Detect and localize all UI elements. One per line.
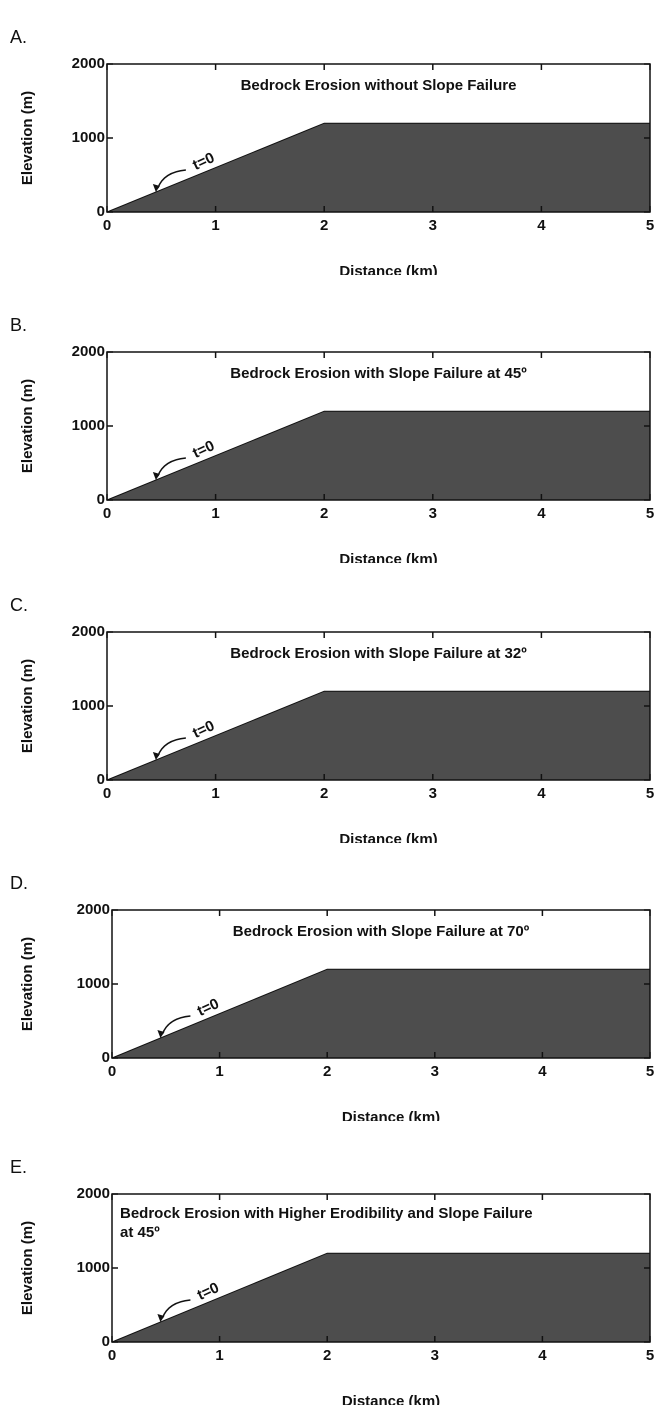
panel: D. 0 1 2 3 4 5 0 1000 2000 Distance (km) Elevation …	[10, 873, 654, 1121]
x-tick-label: 4	[537, 785, 546, 802]
x-axis-label: Distance (km)	[339, 263, 437, 275]
y-tick-label: 1000	[72, 129, 105, 146]
x-tick-label: 5	[646, 217, 654, 234]
chart-title: Bedrock Erosion with Slope Failure at 45…	[147, 364, 610, 383]
y-axis-label: Elevation (m)	[19, 937, 36, 1031]
y-tick-label: 2000	[77, 901, 110, 918]
x-tick-label: 3	[429, 505, 437, 522]
chart-title: Bedrock Erosion with Slope Failure at 32…	[147, 644, 610, 663]
x-axis-label: Distance (km)	[339, 831, 437, 843]
x-tick-label: 5	[646, 1063, 654, 1080]
x-tick-label: 4	[537, 217, 546, 234]
x-tick-label: 0	[103, 217, 111, 234]
y-axis-label: Elevation (m)	[19, 379, 36, 473]
x-tick-label: 1	[211, 505, 219, 522]
x-axis-label: Distance (km)	[342, 1109, 440, 1121]
panel-label: B.	[10, 315, 27, 335]
annotation-arrow	[157, 737, 186, 757]
panel: B. 0 1 2 3 4 5 0 1000 2000 Distance (km) Elevation …	[10, 315, 654, 563]
area	[111, 1252, 651, 1343]
chart-title: Bedrock Erosion with Slope Failure at 70…	[152, 922, 610, 941]
area	[111, 968, 651, 1059]
y-tick-label: 0	[102, 1049, 110, 1066]
y-tick-label: 0	[97, 771, 105, 788]
y-tick-label: 0	[97, 491, 105, 508]
y-tick-label: 2000	[77, 1185, 110, 1202]
x-tick-label: 5	[646, 785, 654, 802]
y-tick-label: 0	[97, 203, 105, 220]
y-tick-label: 2000	[72, 343, 105, 360]
y-axis-label: Elevation (m)	[19, 659, 36, 753]
panel: E. 0 1 2 3 4 5 0 1000 2000 Distance (km) Elevation …	[10, 1157, 654, 1405]
x-tick-label: 2	[320, 217, 328, 234]
y-tick-label: 1000	[72, 417, 105, 434]
arrow-head	[157, 1030, 165, 1039]
annotation-arrow	[161, 1299, 191, 1319]
x-tick-label: 5	[646, 505, 654, 522]
y-tick-label: 1000	[77, 975, 110, 992]
x-tick-label: 2	[320, 785, 328, 802]
x-tick-label: 2	[323, 1063, 331, 1080]
x-tick-label: 1	[215, 1347, 223, 1364]
x-tick-label: 3	[431, 1347, 439, 1364]
x-tick-label: 3	[429, 217, 437, 234]
x-axis-label: Distance (km)	[342, 1393, 440, 1405]
x-tick-label: 5	[646, 1347, 654, 1364]
arrow-head	[152, 184, 160, 193]
panel-label: E.	[10, 1157, 27, 1177]
y-tick-label: 2000	[72, 55, 105, 72]
x-tick-label: 4	[538, 1347, 547, 1364]
y-tick-label: 0	[102, 1333, 110, 1350]
annotation-arrow	[157, 457, 186, 477]
panel-label: A.	[10, 27, 27, 47]
y-tick-label: 1000	[72, 697, 105, 714]
x-tick-label: 3	[431, 1063, 439, 1080]
x-tick-label: 1	[211, 217, 219, 234]
area	[106, 690, 651, 781]
x-tick-label: 0	[108, 1347, 116, 1364]
x-tick-label: 4	[538, 1063, 547, 1080]
x-tick-label: 1	[215, 1063, 223, 1080]
area	[106, 122, 651, 213]
y-axis-label: Elevation (m)	[19, 91, 36, 185]
x-tick-label: 2	[323, 1347, 331, 1364]
y-tick-label: 1000	[77, 1259, 110, 1276]
area	[106, 410, 651, 501]
panel: C. 0 1 2 3 4 5 0 1000 2000 Distance (km) Elevation …	[10, 595, 654, 843]
x-axis-label: Distance (km)	[339, 551, 437, 563]
arrow-head	[152, 752, 160, 761]
y-axis-label: Elevation (m)	[19, 1221, 36, 1315]
chart-title: Bedrock Erosion with Higher Erodibility …	[120, 1204, 540, 1242]
annotation-arrow	[161, 1015, 191, 1035]
x-tick-label: 1	[211, 785, 219, 802]
panel: A. 0 1 2 3 4 5 0 1000 2000 Distance (km) Elevation …	[10, 27, 654, 275]
arrow-head	[152, 472, 160, 481]
annotation-arrow	[157, 169, 186, 189]
x-tick-label: 4	[537, 505, 546, 522]
y-tick-label: 2000	[72, 623, 105, 640]
x-tick-label: 2	[320, 505, 328, 522]
x-tick-label: 3	[429, 785, 437, 802]
panel-label: C.	[10, 595, 28, 615]
panel-label: D.	[10, 873, 28, 893]
chart-title: Bedrock Erosion without Slope Failure	[147, 76, 610, 95]
x-tick-label: 0	[103, 785, 111, 802]
x-tick-label: 0	[103, 505, 111, 522]
arrow-head	[157, 1314, 165, 1323]
x-tick-label: 0	[108, 1063, 116, 1080]
